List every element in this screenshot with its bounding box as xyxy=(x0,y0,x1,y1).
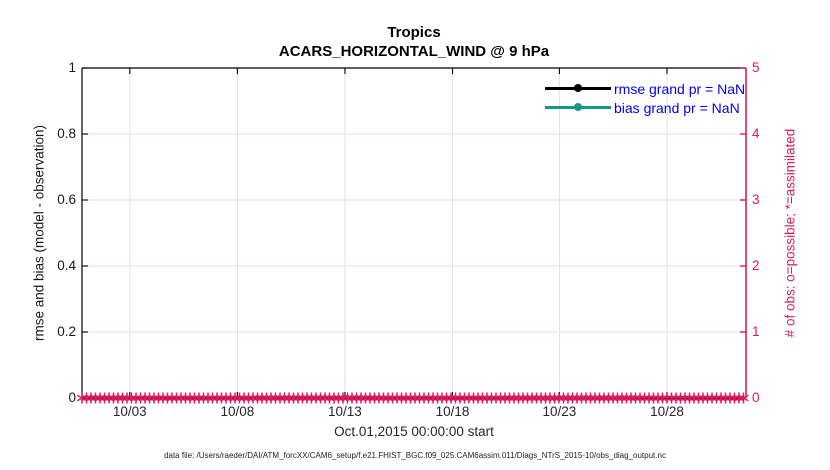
y-right-tick-label: 1 xyxy=(752,324,760,339)
x-tick-label: 10/18 xyxy=(435,404,470,419)
y-left-tick-label: 0.4 xyxy=(57,258,76,273)
y-left-tick-label: 0.2 xyxy=(57,324,76,339)
x-tick-label: 10/28 xyxy=(650,404,684,419)
legend-label-rmse: rmse grand pr = NaN xyxy=(614,80,746,97)
rmse-marker-icon xyxy=(574,84,582,93)
y-left-tick-label: 1 xyxy=(68,60,76,75)
x-tick-label: 10/08 xyxy=(220,404,255,419)
legend-label-bias: bias grand pr = NaN xyxy=(614,99,740,116)
y-left-tick-label: 0.8 xyxy=(57,126,76,141)
y-right-tick-label: 2 xyxy=(752,258,760,273)
y-right-tick-label: 3 xyxy=(752,192,760,207)
legend-item-rmse: rmse grand pr = NaN xyxy=(545,79,745,98)
bias-marker-icon xyxy=(574,103,582,112)
bias-line-sample xyxy=(545,103,611,112)
x-tick-label: 10/13 xyxy=(328,404,362,419)
x-tick-label: 10/23 xyxy=(542,404,577,419)
legend-item-bias: bias grand pr = NaN xyxy=(545,98,745,117)
y-right-tick-label: 5 xyxy=(752,60,760,75)
chart-subtitle: ACARS_HORIZONTAL_WIND @ 9 hPa xyxy=(278,43,550,60)
y-right-tick-label: 0 xyxy=(752,390,760,405)
data-file-caption: data file: /Users/raeder/DAI/ATM_forcXX/… xyxy=(164,451,666,460)
y-left-tick-label: 0.6 xyxy=(57,192,76,207)
right-axis-label: # of obs: o=possible; *=assimilated xyxy=(782,128,798,338)
y-left-tick-label: 0 xyxy=(68,390,76,405)
chart-title: Tropics xyxy=(387,24,441,41)
legend: rmse grand pr = NaN bias grand pr = NaN xyxy=(545,79,745,117)
x-tick-label: 10/03 xyxy=(112,404,147,419)
left-axis-label: rmse and bias (model - observation) xyxy=(31,124,47,342)
x-axis-label: Oct.01,2015 00:00:00 start xyxy=(334,424,494,439)
rmse-line-sample xyxy=(545,84,611,93)
y-right-tick-label: 4 xyxy=(752,126,760,141)
